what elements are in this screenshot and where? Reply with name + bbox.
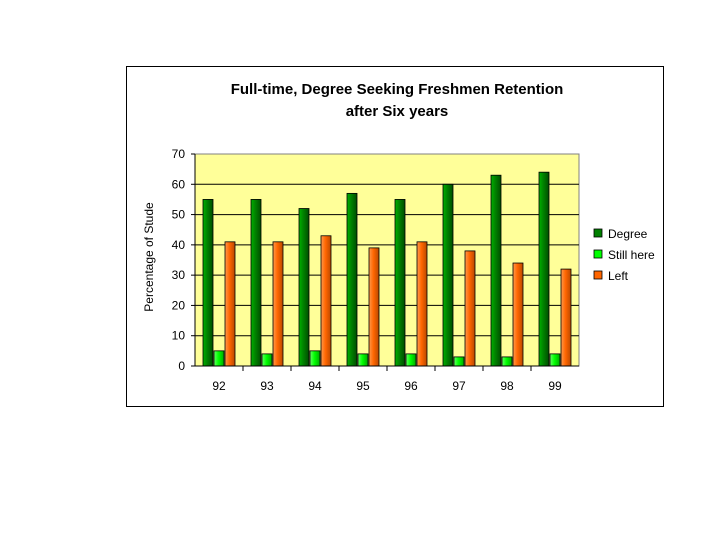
y-tick-label: 30 [172,268,186,282]
bars [202,171,572,367]
bar-still-here-93 [261,353,273,367]
bar-left-96 [416,241,428,367]
bar-left-97 [464,250,476,367]
x-tick-label: 93 [260,379,274,393]
bar-left-94 [320,235,332,367]
x-ticks: 92 93 94 95 96 97 98 99 [212,366,562,393]
bar-degree-95 [346,192,358,367]
chart-title-line-1: Full-time, Degree Seeking Freshmen Reten… [231,81,564,98]
y-ticks: 0 10 20 30 40 50 60 70 [172,147,195,373]
x-tick-label: 92 [212,379,226,393]
bar-left-92 [224,241,236,367]
bar-left-99 [560,268,572,367]
legend: Degree Still here Left [593,227,655,283]
y-tick-label: 20 [172,298,186,312]
x-tick-label: 97 [452,379,466,393]
x-tick-label: 99 [548,379,562,393]
y-tick-label: 50 [172,208,186,222]
x-tick-label: 95 [356,379,370,393]
bar-degree-99 [538,171,550,367]
bar-still-here-92 [213,350,225,367]
y-tick-label: 10 [172,329,186,343]
legend-swatch-left [593,270,603,280]
chart: Full-time, Degree Seeking Freshmen Reten… [142,81,655,393]
bar-degree-93 [250,199,262,367]
y-tick-label: 0 [178,359,185,373]
chart-frame: Full-time, Degree Seeking Freshmen Reten… [126,66,664,407]
x-tick-label: 94 [308,379,322,393]
bar-still-here-97 [453,356,465,367]
bar-degree-94 [298,208,310,367]
bar-left-93 [272,241,284,367]
bar-degree-98 [490,174,502,367]
legend-label: Still here [608,248,655,262]
bar-left-98 [512,262,524,367]
y-axis-label: Percentage of Stude [142,202,156,312]
y-tick-label: 40 [172,238,186,252]
bar-still-here-96 [405,353,417,367]
x-tick-label: 96 [404,379,418,393]
legend-label: Degree [608,227,648,241]
y-tick-label: 70 [172,147,186,161]
bar-still-here-99 [549,353,561,367]
bar-degree-97 [442,183,454,367]
legend-label: Left [608,269,629,283]
bar-left-95 [368,247,380,367]
legend-swatch-still-here [593,249,603,259]
bar-degree-92 [202,199,214,367]
bar-still-here-94 [309,350,321,367]
chart-title-line-2: after Six years [346,103,449,120]
y-tick-label: 60 [172,177,186,191]
bar-degree-96 [394,199,406,367]
legend-swatch-degree [593,228,603,238]
x-tick-label: 98 [500,379,514,393]
bar-still-here-95 [357,353,369,367]
bar-still-here-98 [501,356,513,367]
